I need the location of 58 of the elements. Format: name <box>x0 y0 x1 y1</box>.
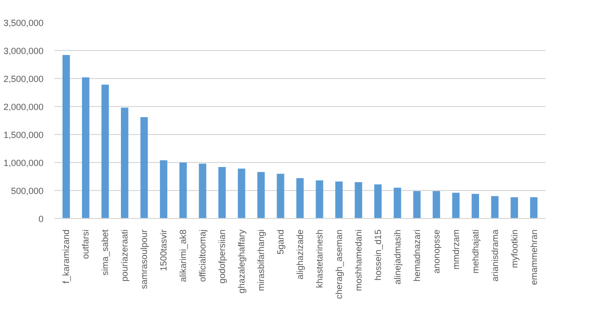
bar <box>198 164 206 218</box>
x-tick-label: sima_sabet <box>100 229 110 276</box>
x-tick-label: hossein_d15 <box>372 229 383 281</box>
y-tick-label: 500,000 <box>10 186 44 196</box>
x-tick-label: mmdrzam <box>450 230 461 270</box>
x-tick-label: cheragh_aseman <box>334 229 344 300</box>
bar <box>491 196 499 218</box>
y-tick-label: 1,500,000 <box>3 130 44 140</box>
x-tick-label: 5gand <box>276 229 286 255</box>
x-tick-label: moshhamedani <box>353 229 364 292</box>
bar <box>276 174 284 218</box>
x-tick-label: pouriazeraati <box>120 230 130 282</box>
bar <box>335 182 343 218</box>
y-tick-label: 3,000,000 <box>3 46 44 56</box>
x-tick-label: 1500tasvir <box>158 229 169 272</box>
y-tick-label: 0 <box>38 214 44 224</box>
bar <box>140 117 148 218</box>
bar <box>413 191 421 218</box>
bar <box>62 54 70 218</box>
bar <box>530 197 538 218</box>
bar <box>510 197 518 218</box>
x-tick-label: outfarsi <box>80 230 91 260</box>
x-tick-label: ghazaleghaffary <box>236 229 247 294</box>
x-tick-label: hemadnazari <box>412 230 422 282</box>
y-tick-label: 1,000,000 <box>3 158 44 168</box>
bar <box>354 182 362 218</box>
x-tick-label: officialtoomaj <box>198 229 208 282</box>
bar <box>374 184 382 218</box>
x-tick-label: arianisdrama <box>490 229 500 282</box>
bar <box>160 160 168 218</box>
bar <box>472 194 480 218</box>
x-tick-label: alikarimi_ak8 <box>178 229 188 282</box>
bar <box>257 172 265 218</box>
bar <box>101 84 109 218</box>
bar <box>82 77 90 218</box>
y-tick-label: 2,500,000 <box>3 74 44 84</box>
x-tick-label: samrasoulpour <box>139 229 150 290</box>
x-tick-label: emammehran <box>528 229 539 286</box>
x-tick-label: anonopsse <box>431 229 442 274</box>
x-tick-label: godofpersiian <box>217 229 228 284</box>
bar <box>179 162 187 218</box>
bar <box>296 178 304 218</box>
bar <box>452 192 460 218</box>
x-tick-label: mehdhajati <box>470 230 480 274</box>
x-tick-label: myfootkin <box>509 230 520 268</box>
x-tick-label: alinejadmasih <box>392 229 402 285</box>
bar <box>432 191 440 218</box>
x-tick-label: f_karamizand <box>61 229 72 284</box>
bar <box>316 180 324 218</box>
bar <box>218 166 226 218</box>
bar <box>238 168 246 218</box>
bar <box>120 108 128 218</box>
bar <box>394 188 402 218</box>
y-tick-label: 3,500,000 <box>3 18 44 28</box>
x-tick-label: khastetarinesh <box>314 229 324 288</box>
x-tick-label: mirasbifarhangi <box>256 229 266 292</box>
x-tick-label: alighazizade <box>295 229 305 280</box>
y-tick-label: 2,000,000 <box>3 102 44 112</box>
